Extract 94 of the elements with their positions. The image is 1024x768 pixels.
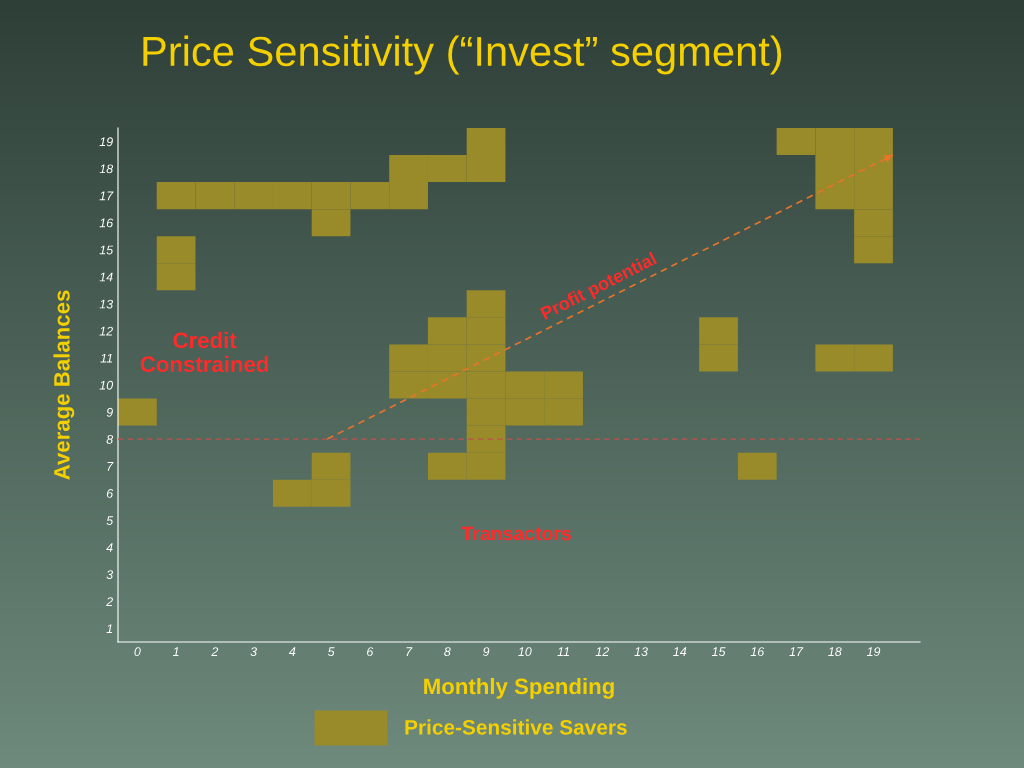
point [195, 182, 235, 210]
point [854, 209, 893, 237]
y-tick-label: 15 [99, 245, 114, 255]
x-tick-label: 14 [673, 647, 687, 656]
x-tick-label: 6 [367, 647, 374, 657]
x-tick-label: 5 [327, 647, 335, 657]
point [466, 371, 506, 399]
y-tick-label: 3 [106, 570, 114, 580]
y-tick-label: 17 [99, 191, 114, 201]
x-tick-label: 1 [172, 647, 179, 656]
point [466, 398, 506, 426]
x-tick-label: 0 [134, 647, 141, 657]
point [156, 236, 196, 264]
point [311, 479, 351, 507]
point [311, 209, 351, 237]
point [854, 344, 893, 372]
point [854, 155, 893, 183]
x-tick-label: 2 [211, 647, 219, 656]
point [815, 128, 855, 156]
y-tick-label: 14 [99, 272, 113, 282]
point [466, 317, 506, 345]
point [118, 398, 157, 426]
point [311, 452, 351, 480]
x-tick-label: 3 [250, 647, 257, 657]
x-tick-label: 18 [828, 647, 842, 657]
point [350, 182, 390, 210]
y-tick-label: 18 [99, 164, 114, 174]
x-axis-title: Monthly Spending [424, 677, 614, 699]
point [699, 317, 738, 345]
point [466, 155, 506, 183]
x-tick-label: 17 [789, 647, 804, 656]
point [427, 155, 467, 183]
point [699, 344, 738, 372]
point [854, 182, 893, 210]
x-tick-label: 9 [483, 647, 490, 657]
annotation: Credit Constrained [140, 331, 268, 373]
y-tick-label: 6 [106, 489, 114, 498]
y-tick-label: 5 [106, 516, 114, 525]
point [737, 452, 777, 480]
point [389, 344, 428, 372]
point [854, 128, 893, 156]
point [466, 290, 506, 318]
point [234, 182, 273, 210]
x-tick-label: 11 [557, 647, 569, 656]
chart-title: Price Sensitivity (“Invest” segment) [143, 35, 782, 75]
point [815, 155, 855, 183]
point [427, 344, 467, 372]
point [854, 236, 893, 264]
y-tick-label: 1 [106, 624, 113, 633]
annotation: Transactors [461, 526, 571, 541]
point [156, 182, 196, 210]
point [272, 479, 312, 507]
y-tick-label: 9 [106, 407, 113, 417]
point [466, 425, 506, 453]
x-tick-label: 7 [406, 647, 413, 656]
point [389, 155, 428, 183]
y-tick-label: 2 [106, 597, 113, 606]
legend-label: Price-Sensitive Savers [405, 719, 627, 735]
point [389, 371, 428, 399]
x-tick-label: 4 [288, 647, 296, 656]
y-tick-label: 8 [106, 434, 114, 444]
point [815, 344, 855, 372]
x-tick-label: 10 [518, 647, 532, 657]
y-tick-label: 12 [99, 326, 113, 336]
point [272, 182, 312, 210]
x-tick-label: 19 [866, 647, 881, 657]
y-tick-label: 7 [107, 462, 114, 471]
x-tick-label: 8 [444, 647, 451, 657]
x-tick-label: 13 [634, 647, 648, 657]
y-tick-label: 13 [99, 299, 114, 309]
x-tick-label: 16 [750, 647, 765, 657]
point [505, 398, 545, 426]
y-axis-title: Average Balances [53, 290, 75, 480]
point [466, 344, 506, 372]
point [466, 452, 506, 480]
y-tick-label: 19 [99, 137, 113, 147]
x-tick-label: 12 [595, 647, 610, 656]
point [427, 317, 467, 345]
y-tick-label: 10 [99, 380, 114, 390]
point [466, 128, 506, 156]
y-tick-label: 16 [99, 218, 114, 228]
x-tick-label: 15 [711, 647, 726, 657]
point [505, 371, 545, 399]
point [544, 371, 583, 399]
point [427, 371, 467, 399]
point [776, 128, 816, 156]
point [815, 182, 855, 210]
y-tick-label: 4 [106, 543, 113, 552]
point [389, 182, 428, 210]
point [311, 182, 351, 210]
point [544, 398, 583, 426]
point [427, 452, 467, 480]
y-tick-label: 11 [100, 353, 113, 363]
point [156, 263, 196, 291]
